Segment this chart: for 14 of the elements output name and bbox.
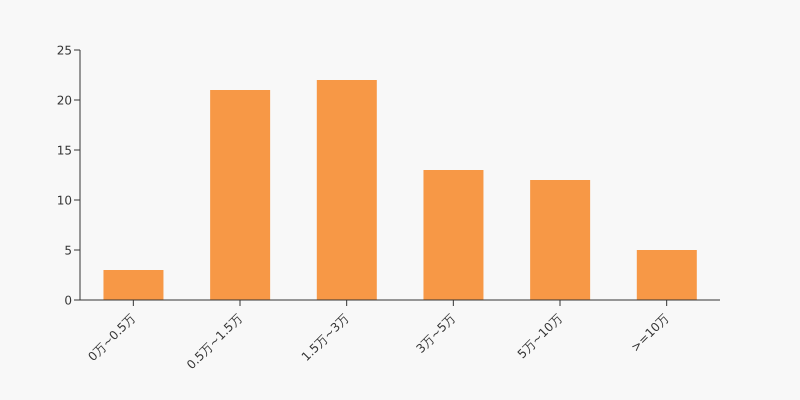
x-tick-label: 1.5万~3万 [298,311,352,364]
x-tick-label: 3万~5万 [414,311,458,356]
bar [530,180,590,300]
y-tick-label: 20 [56,93,72,108]
y-tick-label: 10 [56,193,72,208]
y-tick-label: 15 [56,143,72,158]
bar [316,80,377,300]
bar [103,270,164,300]
bar [210,90,270,300]
y-tick-label: 0 [64,293,72,308]
y-tick-label: 25 [56,43,72,58]
bar [423,170,484,300]
bar [636,250,697,300]
y-tick-label: 5 [64,243,72,258]
